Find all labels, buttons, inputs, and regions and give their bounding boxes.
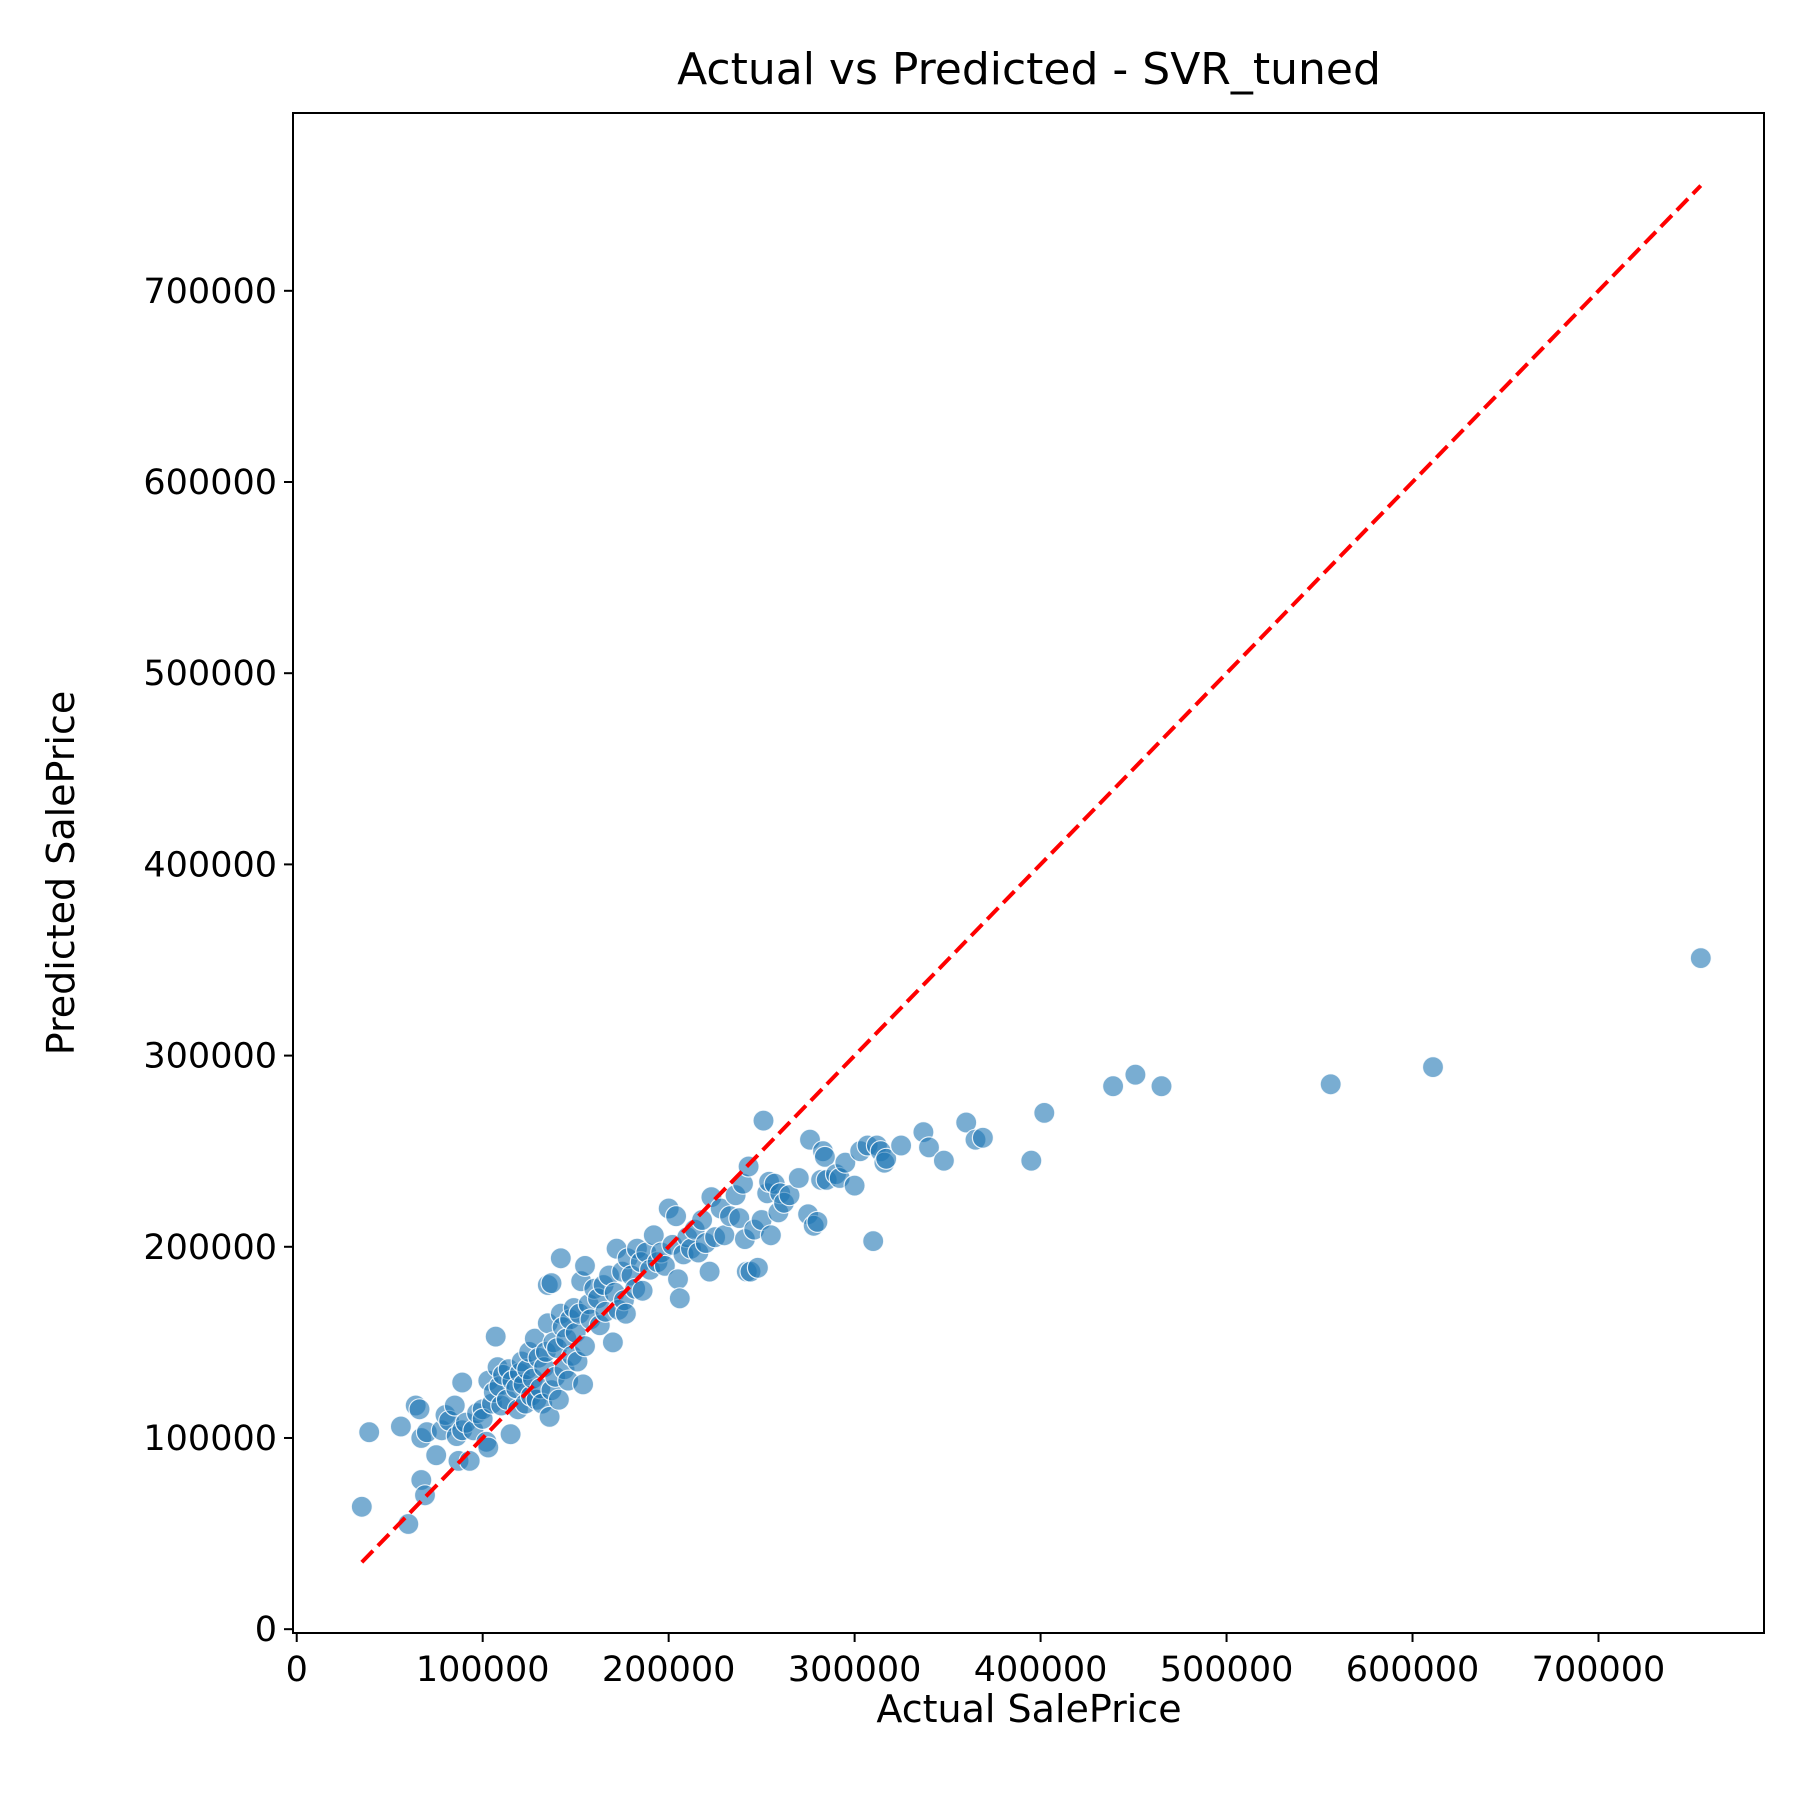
scatter-point bbox=[484, 1325, 507, 1348]
scatter-point bbox=[1033, 1101, 1056, 1125]
scatter-point bbox=[889, 1134, 913, 1157]
scatter-point bbox=[614, 1302, 638, 1325]
x-axis-label: Actual SalePrice bbox=[876, 1687, 1181, 1731]
scatter-point bbox=[653, 1254, 677, 1278]
y-axis-label: Predicted SalePrice bbox=[39, 691, 83, 1056]
scatter-point bbox=[690, 1208, 714, 1232]
reference-line bbox=[360, 184, 1703, 1564]
scatter-point bbox=[752, 1109, 775, 1132]
y-tick-label: 600000 bbox=[143, 463, 277, 503]
scatter-point bbox=[477, 1436, 500, 1459]
scatter-point bbox=[1689, 946, 1712, 970]
scatter-point bbox=[601, 1331, 625, 1354]
scatter-point bbox=[713, 1224, 736, 1247]
scatter-point bbox=[1150, 1075, 1173, 1098]
y-tick-label: 300000 bbox=[143, 1037, 277, 1077]
scatter-point bbox=[862, 1229, 885, 1253]
scatter-point bbox=[813, 1145, 837, 1169]
scatter-point bbox=[538, 1405, 561, 1429]
scatter-point bbox=[843, 1174, 866, 1197]
scatter-point bbox=[1020, 1149, 1043, 1172]
scatter-point bbox=[932, 1149, 956, 1172]
x-tick-label: 200000 bbox=[602, 1650, 736, 1690]
scatter-point bbox=[746, 1256, 770, 1279]
y-axis-ticks: 0 100000 200000 300000 400000 500000 600000 700… bbox=[143, 272, 293, 1650]
x-tick-label: 600000 bbox=[1346, 1650, 1480, 1690]
scatter-point bbox=[425, 1444, 448, 1467]
scatter-point bbox=[389, 1415, 412, 1438]
y-tick-label: 500000 bbox=[143, 654, 277, 694]
scatter-point bbox=[1101, 1075, 1125, 1098]
scatter-point bbox=[1319, 1073, 1342, 1096]
scatter-point bbox=[698, 1260, 721, 1283]
x-tick-label: 0 bbox=[286, 1650, 308, 1690]
scatter-point bbox=[631, 1279, 654, 1302]
scatter-point bbox=[917, 1136, 941, 1159]
scatter-point bbox=[955, 1111, 978, 1134]
scatter-point bbox=[806, 1210, 829, 1234]
scatter-point bbox=[834, 1151, 857, 1174]
y-tick-label: 400000 bbox=[143, 845, 277, 885]
scatter-point bbox=[540, 1271, 563, 1295]
scatter-point bbox=[573, 1254, 597, 1278]
y-tick-label: 200000 bbox=[143, 1228, 277, 1268]
x-tick-label: 400000 bbox=[974, 1650, 1108, 1690]
scatter-point bbox=[358, 1421, 381, 1444]
scatter-point bbox=[571, 1373, 595, 1396]
y-tick-label: 100000 bbox=[143, 1419, 277, 1459]
scatter-point bbox=[787, 1166, 810, 1190]
scatter-point bbox=[668, 1287, 691, 1310]
scatter-point bbox=[547, 1388, 571, 1411]
plot-area bbox=[350, 184, 1712, 1564]
scatter-point bbox=[778, 1184, 801, 1207]
scatter-point bbox=[666, 1268, 690, 1291]
scatter-point bbox=[728, 1206, 751, 1230]
x-axis-ticks: 0 100000 200000 300000 400000 500000 600000 700… bbox=[286, 1633, 1666, 1690]
scatter-point bbox=[499, 1423, 522, 1446]
scatter-point bbox=[408, 1398, 431, 1421]
scatter-point bbox=[1421, 1055, 1445, 1079]
scatter-point bbox=[875, 1147, 898, 1170]
y-tick-label: 0 bbox=[255, 1610, 277, 1650]
x-tick-label: 500000 bbox=[1160, 1650, 1294, 1690]
scatter-point bbox=[549, 1247, 572, 1270]
scatter-point bbox=[759, 1224, 783, 1247]
scatter-point bbox=[1124, 1063, 1147, 1086]
x-tick-label: 700000 bbox=[1532, 1650, 1666, 1690]
y-tick-label: 700000 bbox=[143, 272, 277, 312]
x-tick-label: 100000 bbox=[416, 1650, 550, 1690]
scatter-point bbox=[451, 1371, 474, 1394]
scatter-point bbox=[350, 1495, 373, 1518]
scatter-point bbox=[443, 1394, 466, 1417]
chart-title: Actual vs Predicted - SVR_tuned bbox=[677, 44, 1381, 95]
x-tick-label: 300000 bbox=[788, 1650, 922, 1690]
scatter-point bbox=[664, 1205, 688, 1228]
plot-frame bbox=[292, 112, 1765, 1634]
scatter-point bbox=[971, 1126, 995, 1149]
